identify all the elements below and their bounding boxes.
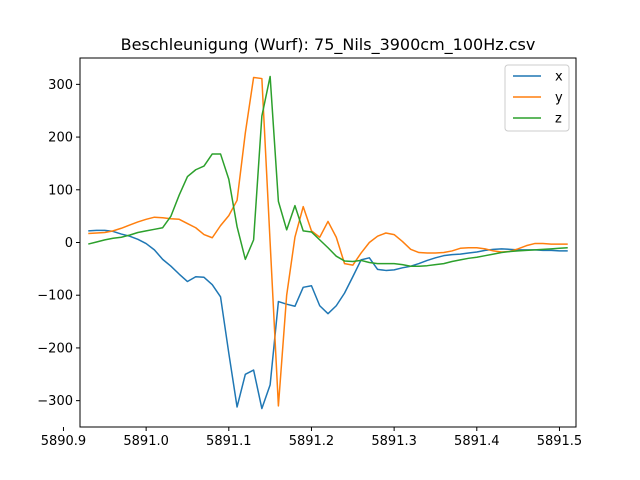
- x-tick-label: 5891.4: [454, 434, 500, 449]
- legend-box: [504, 64, 570, 132]
- x-tick-label: 5891.3: [371, 434, 417, 449]
- series-line-y: [88, 76, 568, 407]
- x-tick-label: 5890.9: [41, 434, 87, 449]
- y-tick-label: −200: [37, 341, 73, 356]
- legend-label-y: y: [555, 91, 563, 106]
- x-tick-label: 5891.0: [123, 434, 169, 449]
- legend-label-z: z: [555, 112, 562, 127]
- x-tick-label: 5891.5: [537, 434, 583, 449]
- y-tick-label: 0: [65, 236, 73, 251]
- axes-group: 5890.9 5891.0 5891.1 5891.2 5891.3 5891.4 5891…: [37, 57, 583, 449]
- plot-series-group: [88, 75, 568, 410]
- y-tick-label: 200: [48, 131, 73, 146]
- x-tick-label: 5891.2: [289, 434, 335, 449]
- y-tick-label: −300: [37, 394, 73, 409]
- series-line-z: [88, 75, 568, 267]
- legend: xyz: [504, 64, 570, 132]
- y-tick-label: 100: [48, 183, 73, 198]
- chart-title: Beschleunigung (Wurf): 75_Nils_3900cm_10…: [121, 35, 536, 55]
- legend-label-x: x: [555, 70, 563, 85]
- x-tick-label: 5891.1: [206, 434, 252, 449]
- y-tick-label: 300: [48, 78, 73, 93]
- y-tick-label: −100: [37, 289, 73, 304]
